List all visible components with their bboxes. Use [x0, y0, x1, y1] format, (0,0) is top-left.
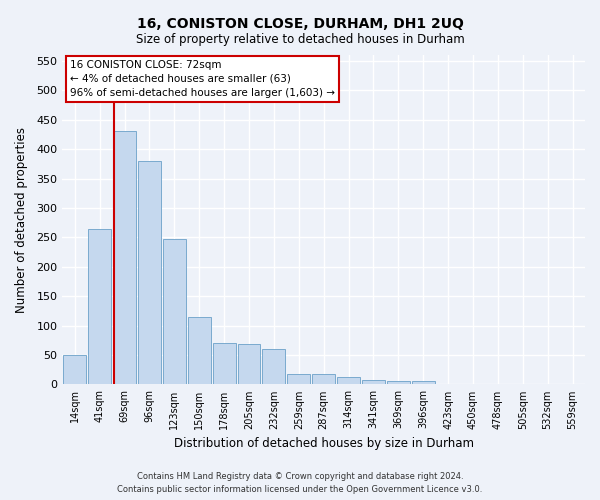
Bar — [412, 381, 434, 384]
X-axis label: Distribution of detached houses by size in Durham: Distribution of detached houses by size … — [173, 437, 473, 450]
Bar — [287, 374, 310, 384]
Bar — [88, 228, 111, 384]
Bar — [188, 317, 211, 384]
Bar — [387, 382, 410, 384]
Bar — [113, 132, 136, 384]
Bar — [262, 349, 286, 384]
Text: Contains HM Land Registry data © Crown copyright and database right 2024.
Contai: Contains HM Land Registry data © Crown c… — [118, 472, 482, 494]
Text: 16 CONISTON CLOSE: 72sqm
← 4% of detached houses are smaller (63)
96% of semi-de: 16 CONISTON CLOSE: 72sqm ← 4% of detache… — [70, 60, 335, 98]
Text: Size of property relative to detached houses in Durham: Size of property relative to detached ho… — [136, 32, 464, 46]
Bar — [312, 374, 335, 384]
Bar — [212, 344, 236, 384]
Bar — [337, 377, 360, 384]
Bar — [138, 161, 161, 384]
Bar — [163, 238, 186, 384]
Bar — [64, 355, 86, 384]
Text: 16, CONISTON CLOSE, DURHAM, DH1 2UQ: 16, CONISTON CLOSE, DURHAM, DH1 2UQ — [137, 18, 463, 32]
Bar — [238, 344, 260, 385]
Y-axis label: Number of detached properties: Number of detached properties — [15, 126, 28, 312]
Bar — [362, 380, 385, 384]
